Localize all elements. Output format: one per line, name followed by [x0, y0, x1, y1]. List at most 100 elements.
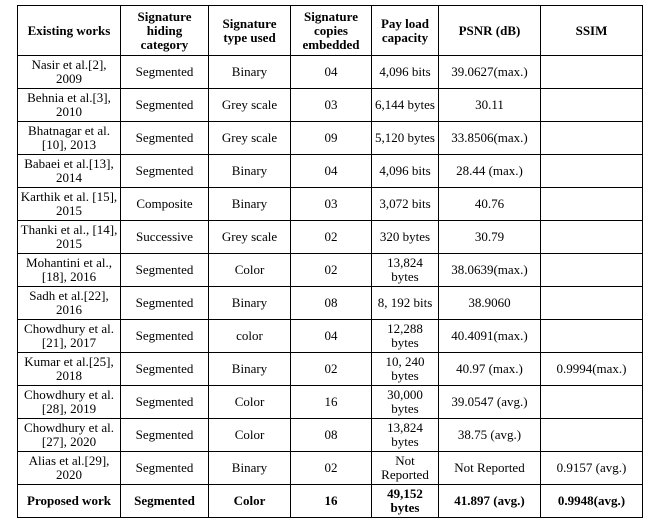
- table-row: Chowdhury et al.[21], 2017 Segmented color…: [17, 319, 643, 353]
- table-cell: 40.4091(max.): [438, 319, 541, 353]
- column-header: PSNR (dB): [438, 5, 541, 56]
- table-cell: 08: [290, 418, 372, 452]
- table-cell: 28.44 (max.): [438, 154, 541, 188]
- table-cell: Grey scale: [208, 220, 291, 254]
- table-cell: Not Reported: [371, 451, 439, 485]
- proposed-work-row: Proposed work Segmented Color 16 49,152 byte…: [17, 484, 643, 518]
- table-cell: 40.76: [438, 187, 541, 221]
- table-cell: [540, 55, 643, 89]
- table-cell: Segmented: [120, 319, 209, 353]
- table-cell: 02: [290, 451, 372, 485]
- table-cell: Chowdhury et al.[27], 2020: [17, 418, 121, 452]
- table-cell: 3,072 bits: [371, 187, 439, 221]
- table-cell: Kumar et al.[25], 2018: [17, 352, 121, 386]
- table-cell: Thanki et al., [14], 2015: [17, 220, 121, 254]
- table-cell: Segmented: [120, 418, 209, 452]
- table-cell: 0.9157 (avg.): [540, 451, 643, 485]
- table-cell: 4,096 bits: [371, 154, 439, 188]
- table-cell: 49,152 bytes: [371, 484, 439, 518]
- table-row: Alias et al.[29], 2020 Segmented Binary 02 N…: [17, 451, 643, 485]
- table-cell: [540, 121, 643, 155]
- table-cell: Segmented: [120, 385, 209, 419]
- table-cell: [540, 220, 643, 254]
- table-cell: [540, 187, 643, 221]
- table-cell: Segmented: [120, 121, 209, 155]
- table-cell: [540, 418, 643, 452]
- table-cell: 16: [290, 484, 372, 518]
- table-cell: [540, 319, 643, 353]
- table-cell: Binary: [208, 154, 291, 188]
- table-cell: Segmented: [120, 352, 209, 386]
- table-cell: Nasir et al.[2], 2009: [17, 55, 121, 89]
- table-cell: Binary: [208, 55, 291, 89]
- table-cell: Grey scale: [208, 88, 291, 122]
- table-row: Behnia et al.[3], 2010 Segmented Grey scal…: [17, 88, 643, 122]
- table-row: Mohantini et al., [18], 2016 Segmented Col…: [17, 253, 643, 287]
- table-cell: 0.9994(max.): [540, 352, 643, 386]
- table-cell: 30.79: [438, 220, 541, 254]
- table-cell: Mohantini et al., [18], 2016: [17, 253, 121, 287]
- table-cell: Not Reported: [438, 451, 541, 485]
- table-cell: Chowdhury et al.[28], 2019: [17, 385, 121, 419]
- table-row: Chowdhury et al.[28], 2019 Segmented Color…: [17, 385, 643, 419]
- table-cell: Segmented: [120, 253, 209, 287]
- table-cell: Binary: [208, 286, 291, 320]
- table-cell: Sadh et al.[22], 2016: [17, 286, 121, 320]
- table-cell: Segmented: [120, 55, 209, 89]
- column-header: Signature type used: [208, 5, 291, 56]
- table-cell: 8, 192 bits: [371, 286, 439, 320]
- table-cell: [540, 88, 643, 122]
- table-cell: 02: [290, 253, 372, 287]
- table-cell: Binary: [208, 352, 291, 386]
- table-cell: Karthik et al. [15], 2015: [17, 187, 121, 221]
- table-cell: Segmented: [120, 451, 209, 485]
- table-cell: Binary: [208, 451, 291, 485]
- table-cell: Behnia et al.[3], 2010: [17, 88, 121, 122]
- table-header-row: Existing works Signature hiding category S…: [17, 5, 643, 56]
- table-cell: 39.0547 (avg.): [438, 385, 541, 419]
- table-cell: 16: [290, 385, 372, 419]
- table-cell: 0.9948(avg.): [540, 484, 643, 518]
- table-cell: Proposed work: [17, 484, 121, 518]
- table-cell: 09: [290, 121, 372, 155]
- table-cell: 30.11: [438, 88, 541, 122]
- table-cell: 02: [290, 220, 372, 254]
- table-cell: Composite: [120, 187, 209, 221]
- table-cell: Color: [208, 484, 291, 518]
- table-cell: Binary: [208, 187, 291, 221]
- column-header: Existing works: [17, 5, 121, 56]
- table-cell: Color: [208, 253, 291, 287]
- table-cell: Segmented: [120, 154, 209, 188]
- table-row: Sadh et al.[22], 2016 Segmented Binary 08 8,…: [17, 286, 643, 320]
- table-cell: 33.8506(max.): [438, 121, 541, 155]
- table-cell: 30,000 bytes: [371, 385, 439, 419]
- table-cell: Segmented: [120, 484, 209, 518]
- table-cell: Bhatnagar et al.[10], 2013: [17, 121, 121, 155]
- table-cell: 12,288 bytes: [371, 319, 439, 353]
- table-cell: 38.0639(max.): [438, 253, 541, 287]
- table-cell: 02: [290, 352, 372, 386]
- column-header: Signature copies embedded: [290, 5, 372, 56]
- table-cell: 03: [290, 187, 372, 221]
- table-cell: 13,824 bytes: [371, 253, 439, 287]
- table-cell: [540, 286, 643, 320]
- table-cell: 38.9060: [438, 286, 541, 320]
- table-cell: 04: [290, 55, 372, 89]
- table-cell: [540, 154, 643, 188]
- table-row: Thanki et al., [14], 2015 Successive Grey …: [17, 220, 643, 254]
- table-cell: Segmented: [120, 88, 209, 122]
- column-header: SSIM: [540, 5, 643, 56]
- table-cell: 04: [290, 319, 372, 353]
- table-cell: [540, 253, 643, 287]
- table-cell: 38.75 (avg.): [438, 418, 541, 452]
- table-row: Chowdhury et al.[27], 2020 Segmented Color…: [17, 418, 643, 452]
- table-cell: 03: [290, 88, 372, 122]
- table-cell: Babaei et al.[13], 2014: [17, 154, 121, 188]
- table-cell: Segmented: [120, 286, 209, 320]
- table-cell: 41.897 (avg.): [438, 484, 541, 518]
- column-header: Signature hiding category: [120, 5, 209, 56]
- column-header: Pay load capacity: [371, 5, 439, 56]
- table-row: Bhatnagar et al.[10], 2013 Segmented Grey …: [17, 121, 643, 155]
- table-cell: Chowdhury et al.[21], 2017: [17, 319, 121, 353]
- table-cell: 6,144 bytes: [371, 88, 439, 122]
